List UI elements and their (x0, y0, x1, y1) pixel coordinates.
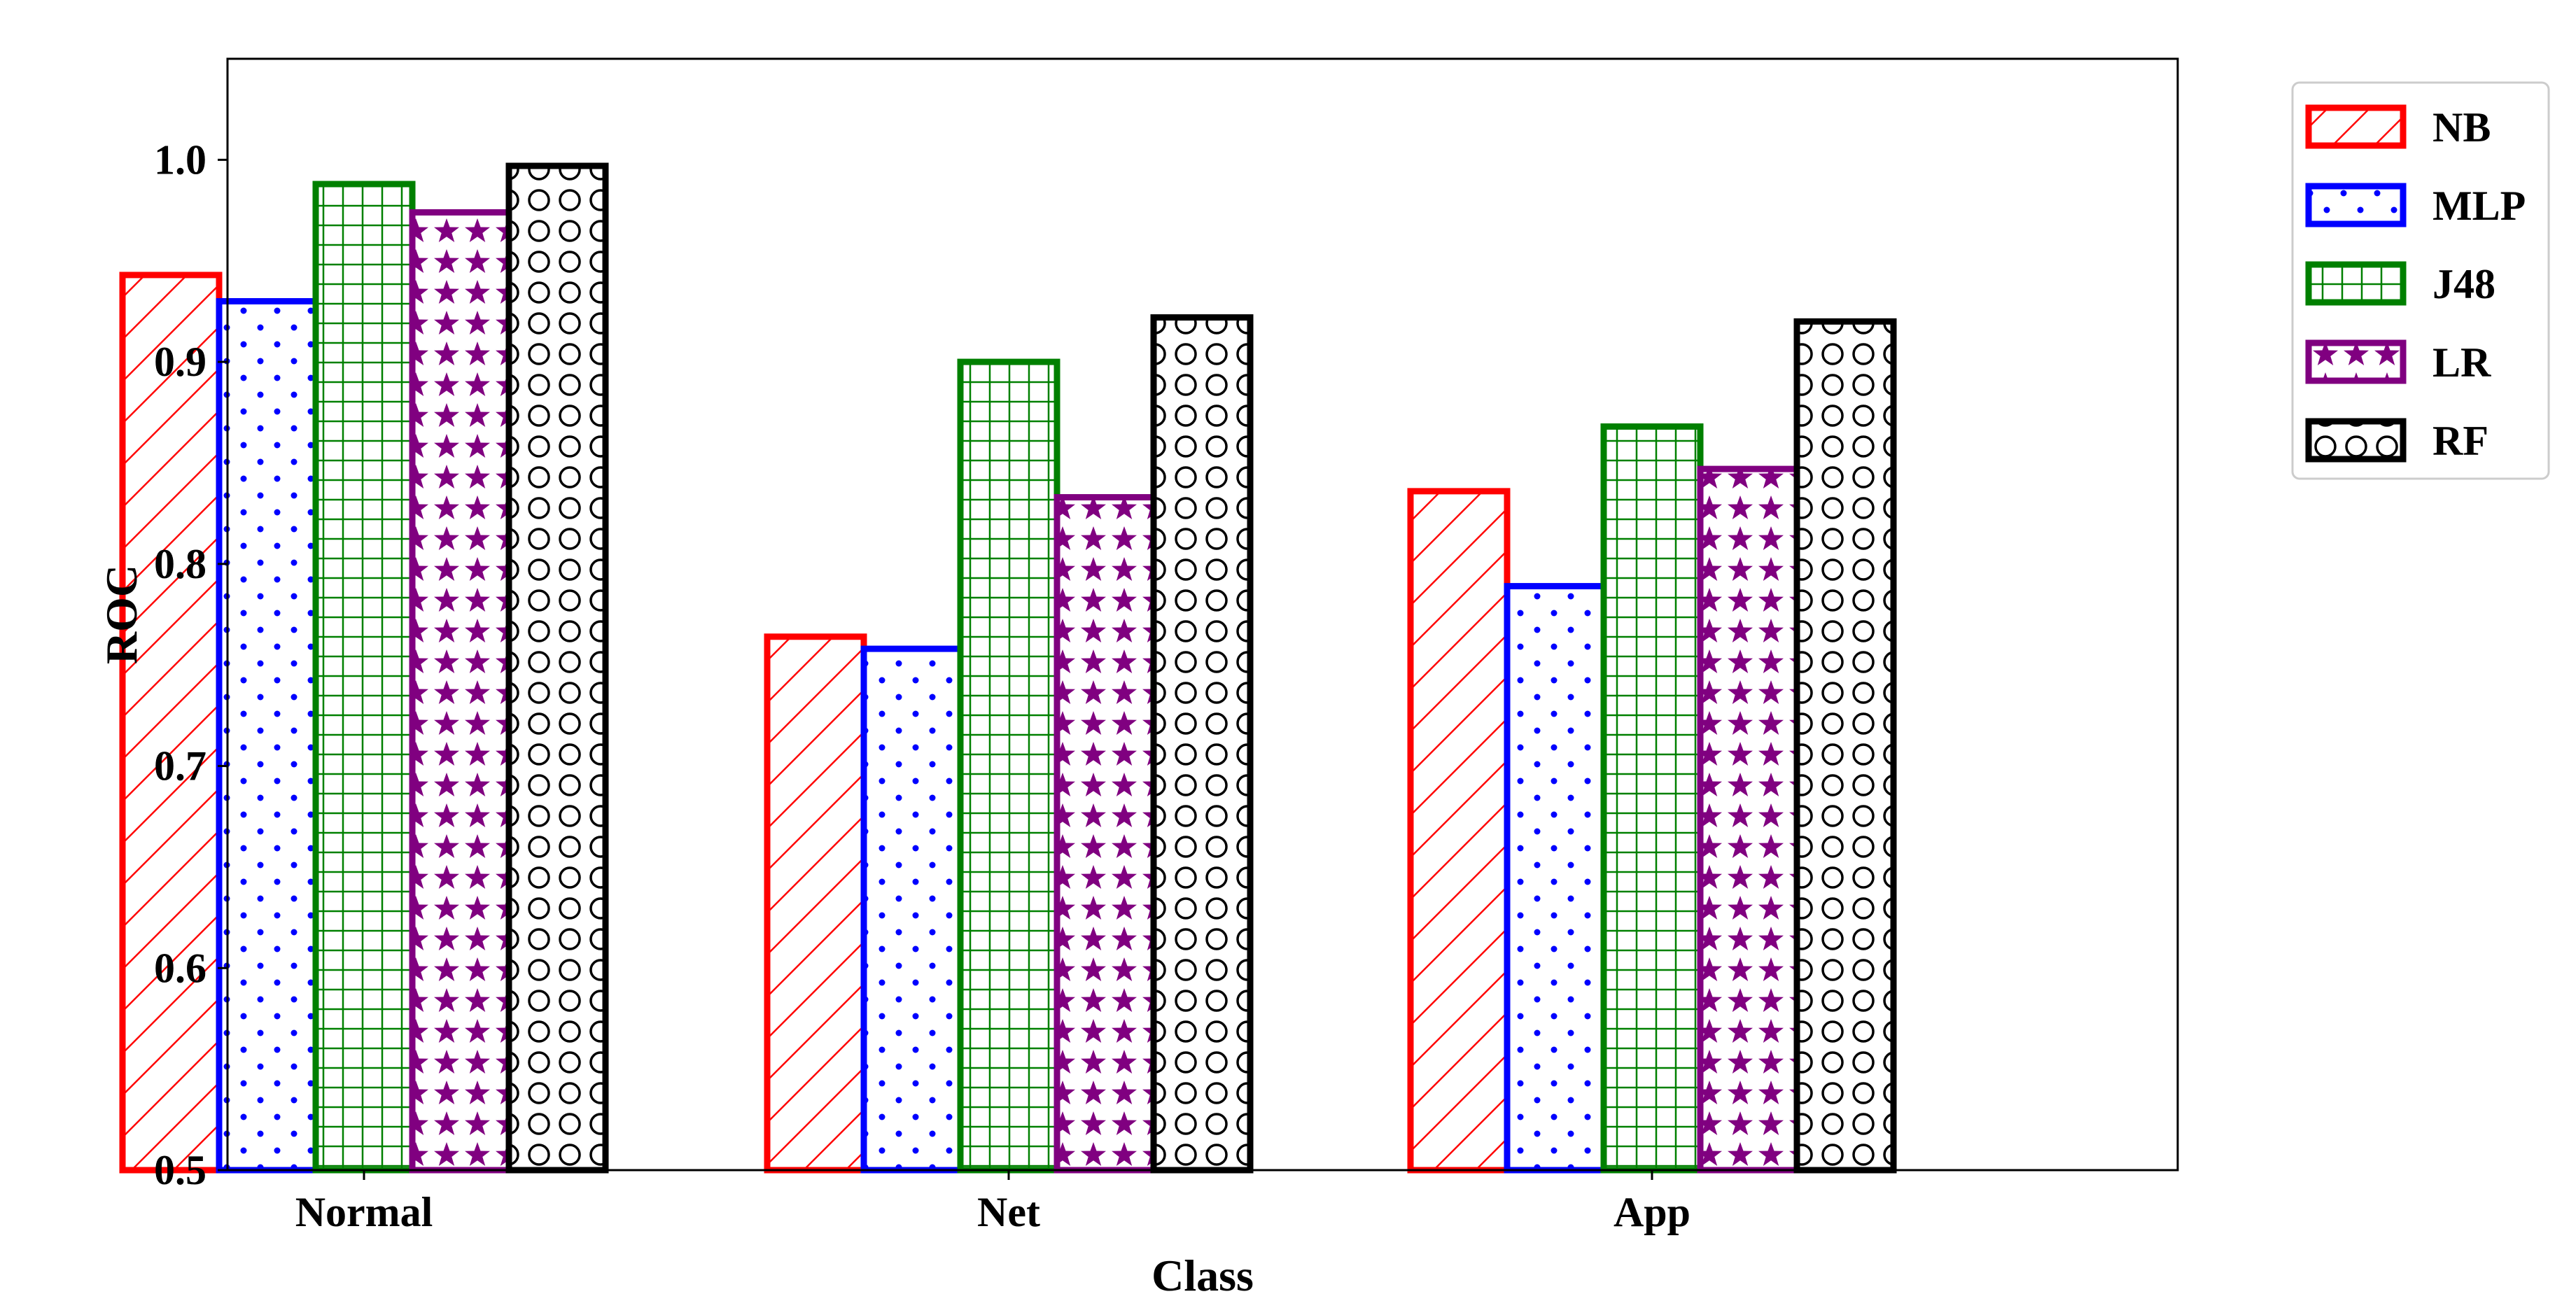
bar-lr-net (1054, 494, 1157, 1174)
legend-swatch-lr (2305, 339, 2407, 384)
legend-label-lr: LR (2432, 339, 2491, 386)
bar-rf-app (1793, 318, 1897, 1174)
y-tick-label: 1.0 (154, 136, 206, 183)
legend-label-rf: RF (2432, 418, 2488, 464)
legend-label-nb: NB (2432, 104, 2491, 150)
bar-mlp-net (860, 645, 964, 1174)
bar-nb-normal (119, 272, 223, 1174)
y-axis-ticks: 0.5 0.6 0.7 0.8 0.9 1.0 (154, 136, 227, 1193)
y-tick-label: 0.6 (154, 945, 206, 991)
bar-j48-app (1600, 423, 1704, 1174)
x-tick-label: Normal (295, 1189, 433, 1235)
bar-lr-app (1697, 465, 1800, 1174)
bar-j48-net (957, 358, 1060, 1174)
legend-swatch-nb (2305, 104, 2407, 149)
x-tick-label: Net (977, 1189, 1040, 1235)
y-tick-label: 0.8 (154, 541, 206, 587)
y-tick-label: 0.9 (154, 339, 206, 385)
x-tick-label: App (1614, 1189, 1690, 1235)
bar-rf-normal (505, 162, 609, 1174)
y-axis-label: ROC (97, 565, 146, 664)
y-tick-label: 0.7 (154, 743, 206, 789)
legend-swatch-mlp (2305, 183, 2407, 227)
x-axis-ticks: Normal Net App (295, 1170, 1690, 1235)
legend-swatch-rf (2305, 418, 2407, 463)
y-tick-label: 0.5 (154, 1147, 206, 1193)
legend: NB MLP J48 LR RF (2291, 81, 2550, 480)
bar-nb-app (1407, 488, 1511, 1174)
legend-label-j48: J48 (2432, 261, 2496, 307)
legend-swatch-j48 (2305, 261, 2407, 306)
bar-j48-normal (312, 181, 416, 1174)
bar-mlp-normal (216, 297, 319, 1174)
x-axis-label: Class (1152, 1251, 1254, 1300)
bar-mlp-app (1504, 583, 1607, 1174)
bar-lr-normal (409, 209, 512, 1174)
bars-layer (119, 162, 1897, 1174)
legend-label-mlp: MLP (2432, 183, 2526, 229)
legend-items: NB MLP J48 LR RF (2305, 104, 2526, 464)
plot-frame (226, 57, 2179, 1172)
bar-rf-net (1150, 314, 1254, 1174)
bar-nb-net (764, 633, 867, 1174)
